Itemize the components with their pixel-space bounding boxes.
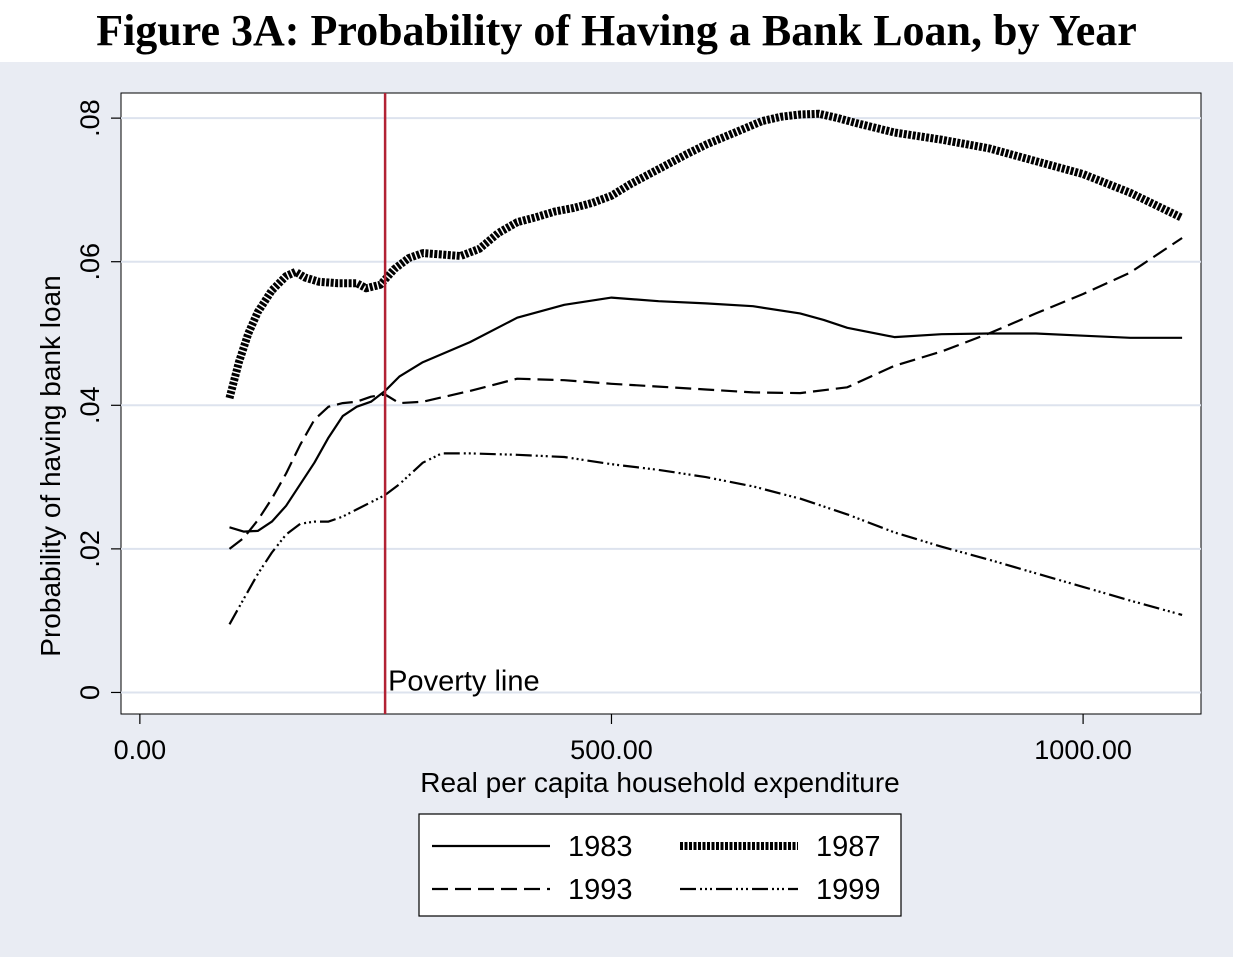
series-lines xyxy=(225,109,1184,625)
y-tick-label: .08 xyxy=(75,99,105,137)
grid-lines xyxy=(121,117,1201,694)
legend-label-1983: 1983 xyxy=(568,831,633,863)
y-tick-label: .04 xyxy=(75,387,105,425)
axes: 0 .02 .04 .06 .08 0.00 500.00 1000.00 xyxy=(75,99,1132,765)
legend: 1983 1987 1993 1999 xyxy=(418,813,902,917)
poverty-line-label: Poverty line xyxy=(388,665,540,697)
y-tick-label: .02 xyxy=(75,530,105,568)
legend-label-1993: 1993 xyxy=(568,874,633,906)
legend-label-1999: 1999 xyxy=(816,874,881,906)
figure-title: Figure 3A: Probability of Having a Bank … xyxy=(0,0,1233,62)
x-tick-label: 0.00 xyxy=(114,735,167,765)
legend-label-1987: 1987 xyxy=(816,831,881,863)
poverty-line-annotation: Poverty line xyxy=(383,93,540,714)
x-axis-label: Real per capita household expenditure xyxy=(420,767,899,798)
series-line-1987 xyxy=(225,109,1184,400)
series-line-1983 xyxy=(229,296,1183,533)
x-tick-label: 1000.00 xyxy=(1034,735,1132,765)
y-tick-label: .06 xyxy=(75,243,105,281)
y-axis-label: Probability of having bank loan xyxy=(35,275,66,656)
x-tick-label: 500.00 xyxy=(570,735,653,765)
plot-area xyxy=(120,92,1202,715)
chart: 0 .02 .04 .06 .08 0.00 500.00 1000.00 Poverty l… xyxy=(0,62,1233,957)
series-line-1993 xyxy=(228,237,1183,550)
y-tick-label: 0 xyxy=(75,685,105,700)
legend-box xyxy=(418,813,902,917)
series-line-1999 xyxy=(228,452,1183,625)
